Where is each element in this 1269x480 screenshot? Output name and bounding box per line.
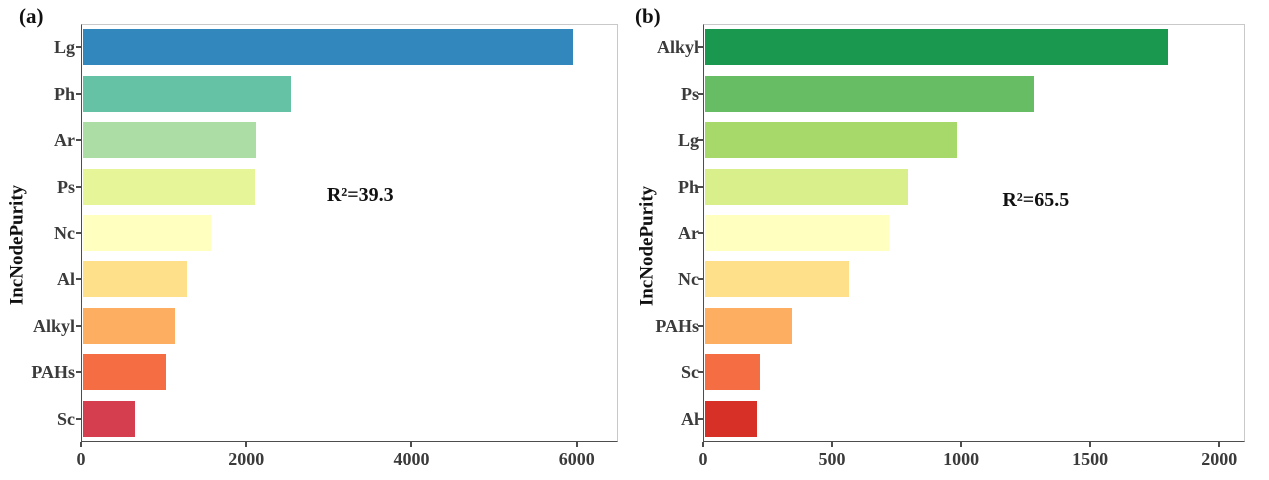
y-tick-mark	[76, 278, 81, 281]
x-tick-mark	[960, 442, 963, 447]
bar-ar-b	[704, 215, 890, 251]
y-tick-mark	[76, 232, 81, 234]
x-tick-label-0-a: 0	[76, 449, 86, 469]
r2-annotation-a: R²=39.3	[326, 184, 394, 207]
y-tick-mark	[76, 371, 81, 374]
y-tick-mark	[76, 92, 81, 95]
category-label-pahs-a: PAHs	[31, 362, 75, 383]
x-tick-label-0-b: 0	[698, 449, 708, 469]
x-tick-mark	[575, 442, 578, 447]
category-label-sc-a: Sc	[57, 408, 75, 429]
y-tick-mark	[76, 324, 81, 327]
y-tick-mark	[698, 232, 703, 234]
x-tick-mark	[702, 442, 704, 447]
bar-pahs-a	[82, 354, 166, 391]
category-label-ps-a: Ps	[57, 176, 75, 197]
bar-sc-b	[704, 354, 760, 391]
category-label-pahs-b: PAHs	[655, 315, 699, 336]
bar-ar-a	[82, 122, 256, 159]
bar-al-b	[704, 400, 758, 437]
category-label-ar-a: Ar	[54, 130, 75, 151]
x-tick-mark	[831, 442, 834, 447]
category-label-lg-a: Lg	[53, 37, 75, 58]
bar-al-a	[82, 261, 187, 298]
category-label-ps-b: Ps	[681, 83, 699, 104]
panel-label-a: (a)	[19, 4, 44, 28]
category-label-sc-b: Sc	[681, 362, 699, 383]
bar-lg-b	[704, 122, 958, 159]
y-tick-mark	[76, 46, 81, 49]
x-tick-label-500-b: 500	[818, 449, 846, 469]
x-tick-label-6000-a: 6000	[558, 449, 595, 469]
category-label-ph-b: Ph	[677, 176, 699, 197]
category-label-nc-b: Nc	[678, 269, 699, 290]
y-tick-mark	[698, 371, 703, 374]
x-tick-label-1500-b: 1500	[1072, 449, 1109, 469]
y-tick-mark	[698, 46, 703, 49]
y-tick-mark	[76, 139, 81, 142]
x-tick-mark	[245, 442, 248, 447]
bar-lg-a	[82, 29, 574, 66]
category-label-nc-a: Nc	[54, 223, 75, 243]
x-tick-label-1000-b: 1000	[943, 449, 980, 469]
bar-pahs-b	[704, 307, 793, 344]
x-tick-mark	[410, 442, 413, 447]
y-tick-mark	[76, 185, 81, 188]
category-label-ar-b: Ar	[678, 223, 699, 243]
category-label-al-b: Al	[681, 408, 699, 429]
y-tick-mark	[698, 139, 703, 142]
y-tick-mark	[698, 92, 703, 95]
category-label-al-a: Al	[57, 269, 75, 290]
x-tick-mark	[1218, 442, 1221, 447]
bar-ph-a	[82, 75, 291, 112]
x-tick-label-4000-a: 4000	[393, 449, 430, 469]
x-tick-mark	[1089, 442, 1092, 447]
y-tick-mark	[698, 417, 703, 420]
x-tick-mark	[80, 442, 82, 447]
y-tick-mark	[698, 324, 703, 327]
bar-nc-a	[82, 215, 212, 251]
y-tick-mark	[76, 417, 81, 420]
bar-ph-b	[704, 168, 909, 205]
y-tick-mark	[698, 278, 703, 281]
bar-nc-b	[704, 261, 850, 298]
bar-alkyl-a	[82, 307, 176, 344]
category-label-alkyl-a: Alkyl	[32, 315, 75, 336]
category-label-alkyl-b: Alkyl	[656, 37, 699, 58]
bar-alkyl-b	[704, 29, 1168, 66]
bar-ps-b	[704, 75, 1034, 112]
x-tick-label-2000-b: 2000	[1201, 449, 1238, 469]
y-tick-mark	[698, 185, 703, 188]
bar-sc-a	[82, 400, 136, 437]
bar-ps-a	[82, 168, 256, 205]
panel-label-b: (b)	[635, 4, 661, 28]
x-tick-label-2000-a: 2000	[228, 449, 265, 469]
category-label-ph-a: Ph	[53, 83, 75, 104]
r2-annotation-b: R²=65.5	[1002, 188, 1070, 211]
category-label-lg-b: Lg	[677, 130, 699, 151]
